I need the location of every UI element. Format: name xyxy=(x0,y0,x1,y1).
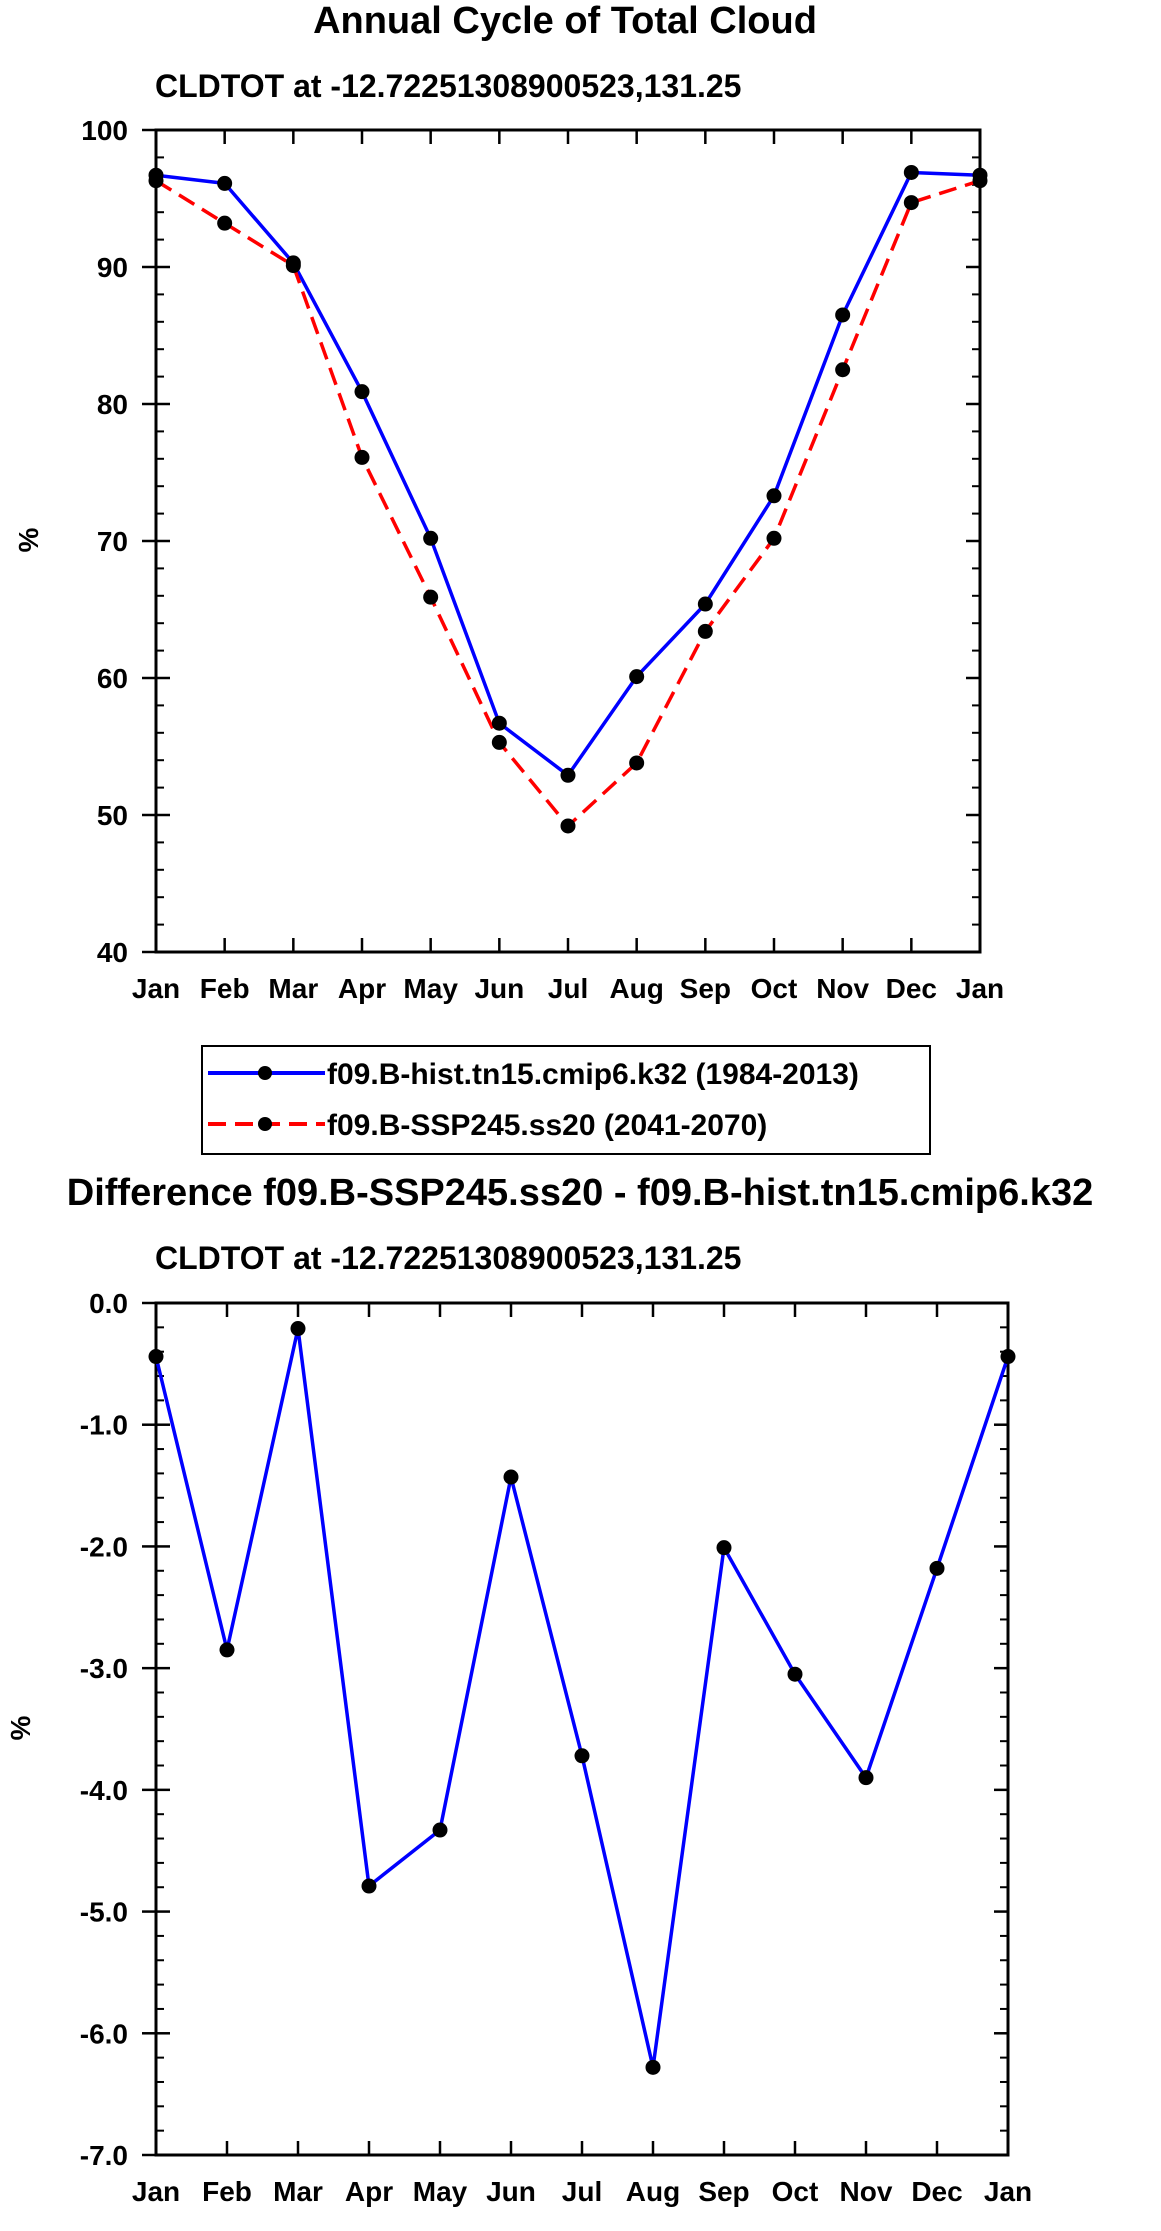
legend: f09.B-hist.tn15.cmip6.k32 (1984-2013) f0… xyxy=(201,1045,931,1155)
chart2-series-0-point xyxy=(645,2059,661,2075)
chart1-series-1-point xyxy=(697,623,713,639)
chart2-series-0-point xyxy=(574,1748,590,1764)
chart2-xtick-label: May xyxy=(413,2176,468,2207)
chart2-xtick-label: Aug xyxy=(626,2176,680,2207)
chart2-series-0-point xyxy=(361,1878,377,1894)
chart2-xtick-label: Jun xyxy=(486,2176,536,2207)
chart1-xtick-label: Oct xyxy=(751,973,798,1004)
chart1-xtick-label: Apr xyxy=(338,973,386,1004)
chart1-ylabel: % xyxy=(13,527,44,552)
chart1-xtick-label: Feb xyxy=(200,973,250,1004)
chart2-xtick-label: Feb xyxy=(202,2176,252,2207)
chart1-ytick-label: 40 xyxy=(97,937,128,968)
chart2-ytick-label: 0.0 xyxy=(89,1288,128,1319)
chart1-series-0-point xyxy=(766,488,782,504)
chart1-plot: Jan Feb Mar Apr May Jun Jul Aug Sep Oct Nov Dec Jan4… xyxy=(81,115,1004,1004)
chart1-series-0-line xyxy=(155,170,981,778)
chart1-series-1-point xyxy=(766,530,782,546)
chart1-xtick-label: Jun xyxy=(474,973,524,1004)
chart2-series-0-point xyxy=(148,1349,164,1365)
chart1-series-1-point xyxy=(491,734,507,750)
chart2-series-0-point xyxy=(1000,1349,1016,1365)
chart1-series-1-point xyxy=(285,258,301,274)
chart1-series-0-point xyxy=(354,384,370,400)
chart2-series-0-point xyxy=(503,1469,519,1485)
chart2-title: Difference f09.B-SSP245.ss20 - f09.B-his… xyxy=(67,1172,1093,1214)
chart2-frame xyxy=(154,1301,1010,2157)
chart1-series-1-point xyxy=(629,755,645,771)
chart1-xtick-label: Dec xyxy=(886,973,937,1004)
chart1-series-0-point xyxy=(903,164,919,180)
legend-marker-ssp xyxy=(258,1117,272,1131)
legend-marker-hist xyxy=(258,1066,272,1080)
chart1-series-1-point xyxy=(560,818,576,834)
chart1-series-0-point xyxy=(697,596,713,612)
chart2-series-0-line xyxy=(154,1326,1010,2070)
chart1-series-0-point xyxy=(835,307,851,323)
chart1-xtick-label: Mar xyxy=(268,973,318,1004)
chart2-ytick-label: -1.0 xyxy=(80,1410,128,1441)
chart2-series-0-point xyxy=(219,1642,235,1658)
chart2-xtick-label: Jan xyxy=(984,2176,1032,2207)
chart2-xtick-label: Sep xyxy=(698,2176,749,2207)
chart2-ylabel: % xyxy=(5,1715,36,1740)
chart1-ytick-label: 100 xyxy=(81,115,128,146)
chart2-ytick-label: -7.0 xyxy=(80,2140,128,2171)
chart2-series-0-point xyxy=(716,1540,732,1556)
chart2-series-0-point xyxy=(929,1560,945,1576)
chart2-ytick-label: -5.0 xyxy=(80,1897,128,1928)
chart2-xtick-label: Nov xyxy=(840,2176,893,2207)
chart1-series-0-point xyxy=(629,669,645,685)
chart1-xtick-label: May xyxy=(403,973,458,1004)
chart2-series-0-point xyxy=(290,1321,306,1337)
chart1-ytick-label: 90 xyxy=(97,252,128,283)
chart1-series-1-point xyxy=(972,173,988,189)
chart1-xtick-label: Sep xyxy=(680,973,731,1004)
chart2-ytick-label: -2.0 xyxy=(80,1531,128,1562)
chart1-xtick-label: Jan xyxy=(956,973,1004,1004)
chart1-series-0-point xyxy=(491,715,507,731)
chart2-plot: Jan Feb Mar Apr May Jun Jul Aug Sep Oct Nov Dec Jan-… xyxy=(80,1288,1032,2207)
chart1-ytick-label: 60 xyxy=(97,663,128,694)
chart1-series-1-point xyxy=(423,589,439,605)
chart1-series-1-point xyxy=(217,215,233,231)
chart2-series-0-point xyxy=(787,1666,803,1682)
chart2-xtick-label: Jul xyxy=(562,2176,602,2207)
chart2-ytick-label: -4.0 xyxy=(80,1775,128,1806)
legend-label-hist: f09.B-hist.tn15.cmip6.k32 (1984-2013) xyxy=(327,1058,859,1091)
chart1-series-1-line xyxy=(155,179,981,828)
chart2-ytick-label: -3.0 xyxy=(80,1653,128,1684)
chart1-series-1-point xyxy=(354,449,370,465)
legend-box xyxy=(201,1045,931,1155)
chart2-series-0-point xyxy=(858,1770,874,1786)
chart1-series-1-point xyxy=(903,195,919,211)
chart2-xtick-label: Dec xyxy=(911,2176,962,2207)
chart2-xtick-label: Jan xyxy=(132,2176,180,2207)
chart2-xtick-label: Oct xyxy=(772,2176,819,2207)
chart1-subtitle: CLDTOT at -12.72251308900523,131.25 xyxy=(155,68,741,104)
chart1-title: Annual Cycle of Total Cloud xyxy=(313,0,817,42)
legend-label-ssp: f09.B-SSP245.ss20 (2041-2070) xyxy=(327,1109,767,1142)
chart1-ytick-label: 80 xyxy=(97,389,128,420)
chart1-series-0-point xyxy=(423,530,439,546)
chart1-ytick-label: 50 xyxy=(97,800,128,831)
chart2-ytick-label: -6.0 xyxy=(80,2018,128,2049)
chart2-xtick-label: Apr xyxy=(345,2176,393,2207)
chart1-xtick-label: Jul xyxy=(548,973,588,1004)
chart1-series-1-point xyxy=(835,362,851,378)
chart2-subtitle: CLDTOT at -12.72251308900523,131.25 xyxy=(155,1240,741,1276)
chart2-series-0-point xyxy=(432,1822,448,1838)
chart1-series-0-point xyxy=(560,767,576,783)
chart1-ytick-label: 70 xyxy=(97,526,128,557)
chart1-series-0-point xyxy=(217,175,233,191)
chart1-xtick-label: Jan xyxy=(132,973,180,1004)
chart1-xtick-label: Nov xyxy=(816,973,869,1004)
chart2-xtick-label: Mar xyxy=(273,2176,323,2207)
chart1-xtick-label: Aug xyxy=(609,973,663,1004)
chart1-series-1-point xyxy=(148,173,164,189)
